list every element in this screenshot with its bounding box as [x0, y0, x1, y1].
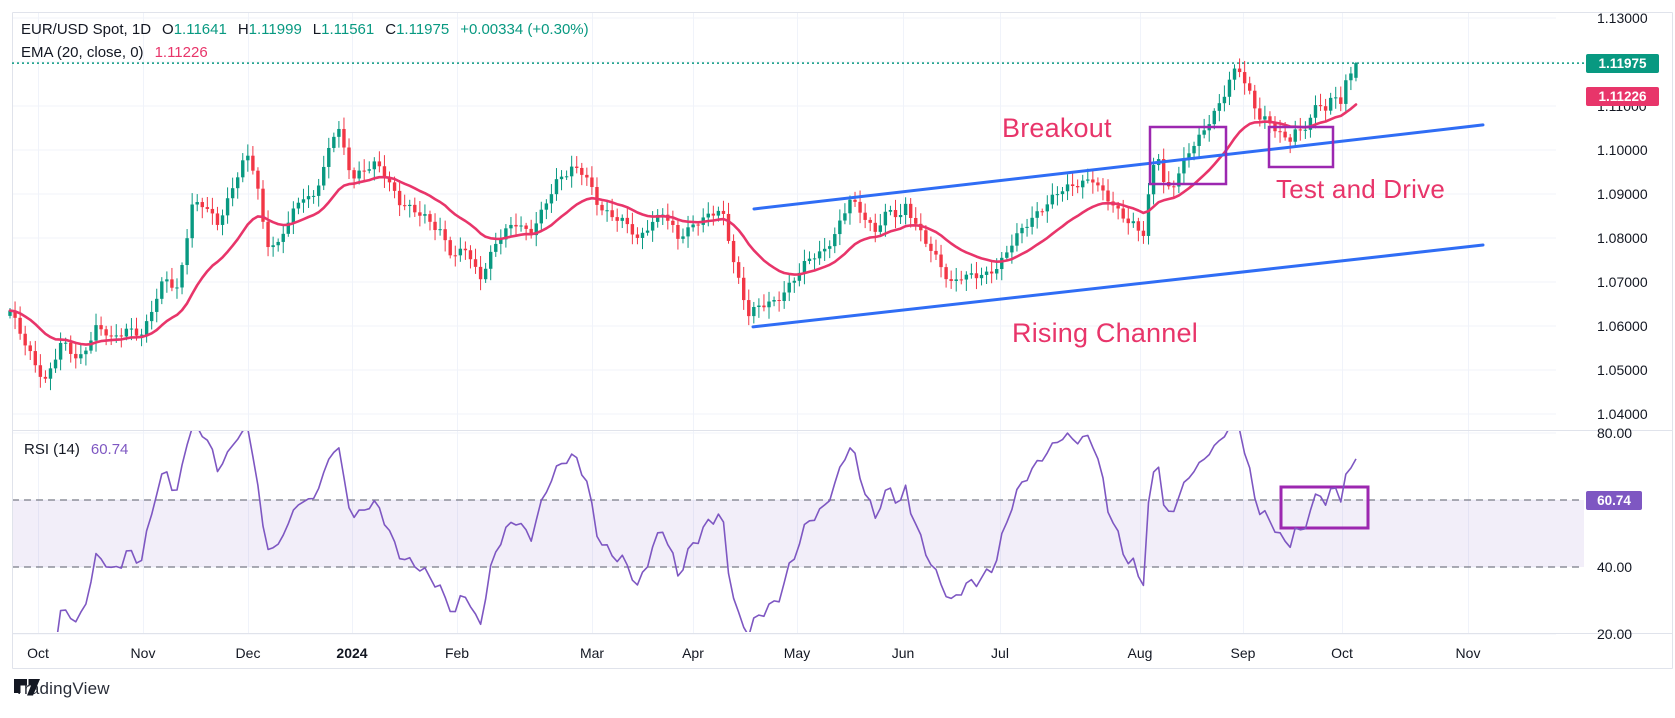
- ema-label: EMA (20, close, 0): [21, 44, 144, 61]
- channel-lower-line[interactable]: [751, 243, 1485, 329]
- price-tick-label: 1.09000: [1597, 186, 1648, 202]
- time-axis-labels: Oct Nov Dec 2024 Feb Mar Apr May Jun Jul Aug Sep Oct…: [27, 645, 1480, 661]
- rsi-line: [56, 431, 1357, 632]
- channel-upper-line[interactable]: [752, 123, 1485, 211]
- time-tick-label: 2024: [336, 645, 367, 661]
- ema-line: [8, 103, 1358, 346]
- time-tick-label: Apr: [682, 645, 704, 661]
- rsi-legend: RSI (14) 60.74: [24, 441, 128, 458]
- pane-frame: [12, 12, 1673, 669]
- rsi-value-badge: 60.74: [1586, 491, 1642, 510]
- time-tick-label: May: [784, 645, 810, 661]
- time-tick-label: Aug: [1128, 645, 1153, 661]
- highlight-box-breakout[interactable]: [1148, 125, 1228, 186]
- rsi-tick-label: 40.00: [1597, 559, 1632, 575]
- test-and-drive-annotation[interactable]: Test and Drive: [1276, 174, 1445, 204]
- time-tick-label: Mar: [580, 645, 604, 661]
- price-tick-label: 1.13000: [1597, 10, 1648, 26]
- ohlc-high: H1.11999: [237, 21, 302, 38]
- price-tick-label: 1.07000: [1597, 274, 1648, 290]
- time-tick-label: Nov: [1456, 645, 1481, 661]
- time-tick-label: Oct: [1331, 645, 1353, 661]
- time-tick-label: Jul: [991, 645, 1009, 661]
- highlight-box-test[interactable]: [1267, 125, 1335, 169]
- ohlc-open: O1.11641: [162, 21, 227, 38]
- price-tick-label: 1.04000: [1597, 406, 1648, 422]
- time-tick-label: Jun: [892, 645, 915, 661]
- rsi-band-fill: [12, 500, 1584, 567]
- rsi-label: RSI (14): [24, 441, 80, 458]
- time-tick-label: Oct: [27, 645, 49, 661]
- ohlc-close: C1.11975: [385, 21, 450, 38]
- rsi-tick-label: 80.00: [1597, 425, 1632, 441]
- change-value: +0.00334 (+0.30%): [460, 21, 589, 38]
- price-tick-label: 1.06000: [1597, 318, 1648, 334]
- time-tick-label: Nov: [131, 645, 156, 661]
- price-scale[interactable]: [1556, 12, 1672, 633]
- breakout-annotation[interactable]: Breakout: [1002, 113, 1112, 143]
- symbol-title: EUR/USD Spot, 1D: [21, 21, 152, 38]
- rsi-value: 60.74: [90, 441, 129, 458]
- price-tick-label: 1.08000: [1597, 230, 1648, 246]
- time-tick-label: Sep: [1231, 645, 1256, 661]
- time-tick-label: Feb: [445, 645, 469, 661]
- highlight-box-rsi[interactable]: [1279, 485, 1370, 530]
- rising-channel-annotation[interactable]: Rising Channel: [1012, 318, 1198, 348]
- price-tick-label: 1.05000: [1597, 362, 1648, 378]
- rsi-tick-label: 20.00: [1597, 626, 1632, 642]
- ema-value: 1.11226: [154, 44, 208, 61]
- last-price-badge: 1.11975: [1586, 54, 1659, 73]
- time-tick-label: Dec: [236, 645, 261, 661]
- main-series-legend: EUR/USD Spot, 1D O1.11641 H1.11999 L1.11…: [21, 21, 589, 38]
- time-scale[interactable]: [12, 633, 1556, 668]
- ema-price-badge: 1.11226: [1586, 87, 1659, 106]
- ohlc-low: L1.11561: [312, 21, 375, 38]
- ema-legend: EMA (20, close, 0) 1.11226: [21, 44, 208, 61]
- tradingview-logo-link[interactable]: TradingView: [14, 679, 110, 699]
- price-tick-label: 1.10000: [1597, 142, 1648, 158]
- tradingview-logo-icon: [14, 679, 40, 696]
